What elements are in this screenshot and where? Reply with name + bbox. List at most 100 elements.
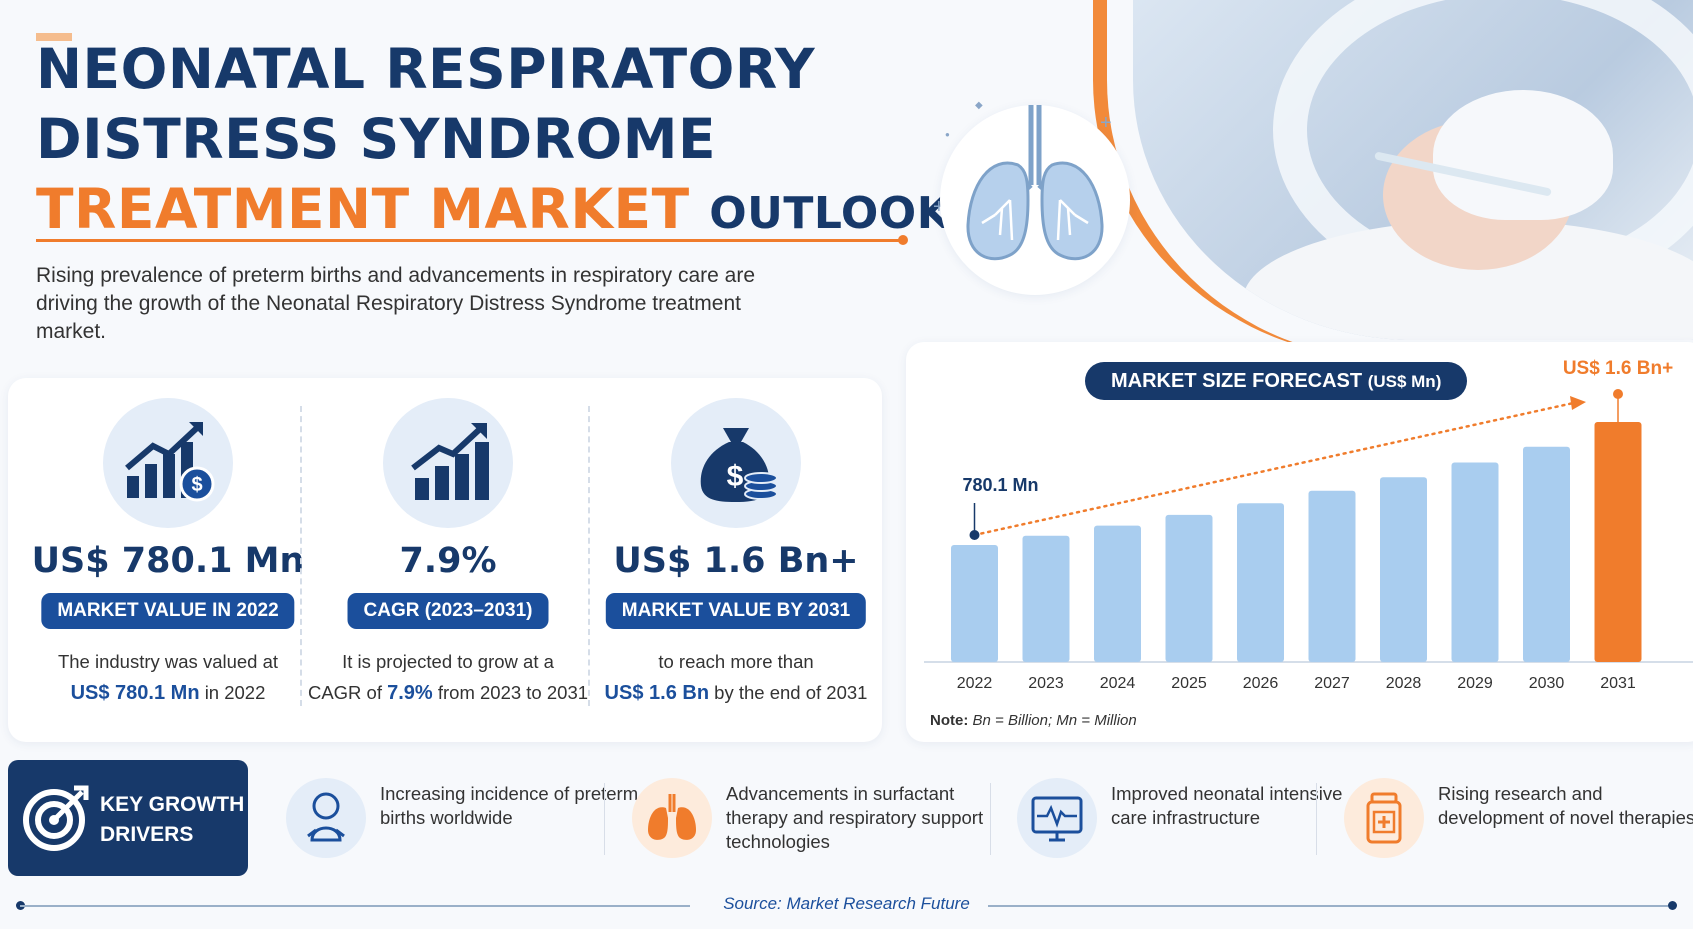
kpi-value: 7.9%: [399, 541, 497, 581]
sparkle-icon: ●: [945, 130, 950, 139]
driver-icon-bg: [1344, 778, 1424, 858]
kpi-description: The industry was valued at US$ 780.1 Mn …: [23, 646, 313, 709]
kpi-card: $ US$ 780.1 Mn MARKET VALUE IN 2022 The …: [8, 378, 882, 742]
chart-title-text: MARKET SIZE FORECAST: [1111, 370, 1363, 392]
chart-bar: [1308, 490, 1356, 662]
chart-bar: [1094, 525, 1141, 662]
chart-note-label: Note:: [930, 712, 969, 729]
intro-text: Rising prevalence of preterm births and …: [36, 264, 756, 343]
source-line: [988, 905, 1668, 907]
title-line-3: TREATMENT MARKET OUTLOOK 2031: [36, 174, 1091, 249]
kpi-icon-bg: [383, 398, 513, 528]
driver-icon-bg: [632, 778, 712, 858]
money-bag-icon: $: [700, 428, 778, 502]
x-tick-label: 2028: [1386, 675, 1422, 692]
lungs-icon: [966, 105, 1104, 261]
kpi-desc-text: It is projected to grow at a: [342, 651, 554, 672]
kpi-desc-text: in 2022: [204, 682, 266, 703]
x-tick-label: 2023: [1028, 675, 1064, 692]
baby-icon: [307, 792, 345, 842]
kpi-description: It is projected to grow at a CAGR of 7.9…: [303, 646, 593, 709]
x-tick-label: 2026: [1243, 675, 1279, 692]
kpi-divider: [588, 406, 590, 706]
driver-icon-bg: [1017, 778, 1097, 858]
trend-arrowhead: [1570, 396, 1586, 410]
kpi-desc-text: of: [366, 682, 382, 703]
chart-bar: [1451, 462, 1499, 662]
driver-text: Advancements in surfactant therapy and r…: [726, 783, 984, 852]
heart-monitor-icon: [1031, 796, 1083, 842]
driver-separator: [1316, 783, 1317, 855]
driver-icon-bg: [286, 778, 366, 858]
sparkle-icon: +: [933, 196, 945, 218]
chart-dollar-icon: $: [125, 422, 215, 502]
chart-bar: [1022, 535, 1070, 662]
title-underline: [36, 235, 908, 245]
chart-title-unit: (US$ Mn): [1367, 372, 1442, 391]
chart-note-text: Bn = Billion; Mn = Million: [972, 712, 1137, 729]
x-tick-label: 2022: [957, 675, 993, 692]
x-tick-label: 2031: [1600, 675, 1636, 692]
title-line-1: NEONATAL RESPIRATORY: [36, 37, 816, 101]
sparkle-icon: +: [1100, 112, 1112, 134]
kpi-desc-text: to reach more than: [658, 651, 814, 672]
title-accent: [36, 33, 72, 41]
kpi-label: MARKET VALUE IN 2022: [41, 593, 295, 629]
chart-title: MARKET SIZE FORECAST (US$ Mn): [1085, 362, 1468, 400]
driver-text: Improved neonatal intensive care infrast…: [1111, 783, 1343, 828]
first-data-label: 780.1 Mn: [963, 475, 1039, 495]
kpi-desc-text: CAGR: [307, 682, 362, 703]
kpi-desc-highlight: 7.9%: [387, 682, 433, 704]
lungs-illustration: [940, 105, 1130, 295]
kpi-value: US$ 1.6 Bn+: [613, 541, 859, 581]
x-tick-label: 2027: [1314, 675, 1350, 692]
source-line: [20, 905, 690, 907]
chart-bar: [1523, 446, 1570, 662]
chart-bar: [951, 544, 998, 662]
source-footer: Source: Market Research Future: [0, 893, 1693, 917]
kpi-icon-bg: $: [103, 398, 233, 528]
market-forecast-chart-card: 2022 2023 2024 2025 2026 2027 2028 2029 2030 2031…: [906, 342, 1693, 742]
trend-line: [973, 400, 1580, 537]
target-icon: [23, 785, 89, 851]
key-growth-drivers-badge: KEY GROWTH DRIVERS: [8, 760, 248, 876]
kpi-value: US$ 780.1 Mn: [31, 541, 305, 581]
x-tick-label: 2024: [1100, 675, 1136, 692]
driver-separator: [604, 783, 605, 855]
kpi-description: to reach more than US$ 1.6 Bn by the end…: [591, 646, 881, 709]
kpi-label: CAGR (2023–2031): [347, 593, 549, 629]
kpi-icon-bg: $: [671, 398, 801, 528]
medicine-bottle-icon: [1366, 792, 1402, 844]
kpi-market-value-2022: $ US$ 780.1 Mn MARKET VALUE IN 2022 The …: [23, 378, 313, 742]
chart-bar: [1237, 503, 1284, 662]
svg-text:$: $: [727, 460, 744, 493]
x-tick-label: 2025: [1171, 675, 1207, 692]
hero-image: [1133, 0, 1693, 340]
title-line-2: DISTRESS SYNDROME: [36, 107, 717, 171]
growth-bars-icon: [411, 423, 489, 500]
chart-note: Note: Bn = Billion; Mn = Million: [930, 712, 1137, 729]
kpi-market-value-2031: $ US$ 1.6 Bn+ MARKET VALUE BY 2031 to re…: [591, 378, 881, 742]
chart-bar: [1165, 514, 1213, 662]
driver-separator: [990, 783, 991, 855]
kpi-desc-text: from 2023 to 2031: [437, 682, 589, 703]
page-title: NEONATAL RESPIRATORY DISTRESS SYNDROME T…: [36, 34, 1091, 249]
kpi-desc-highlight: US$ 780.1 Mn: [70, 682, 200, 704]
x-tick-label: 2030: [1529, 675, 1565, 692]
driver-text: Increasing incidence of preterm births w…: [380, 783, 639, 828]
chart-bar: [1380, 477, 1427, 662]
kpi-cagr: 7.9% CAGR (2023–2031) It is projected to…: [303, 378, 593, 742]
kpi-divider: [300, 406, 302, 706]
source-text: Source: Market Research Future: [723, 894, 970, 913]
kpi-desc-text: The industry was valued at: [57, 651, 279, 672]
driver-text: Rising research and development of novel…: [1438, 783, 1693, 828]
lungs-icon: [648, 794, 696, 840]
drivers-title: KEY GROWTH DRIVERS: [100, 793, 245, 846]
chart-bar: [1594, 422, 1642, 662]
x-tick-label: 2029: [1457, 675, 1493, 692]
svg-text:$: $: [191, 474, 202, 496]
baby-hat: [1433, 90, 1613, 220]
source-dot: [1668, 901, 1677, 910]
kpi-desc-text: by the end of 2031: [714, 682, 868, 703]
kpi-desc-highlight: US$ 1.6 Bn: [604, 682, 710, 704]
